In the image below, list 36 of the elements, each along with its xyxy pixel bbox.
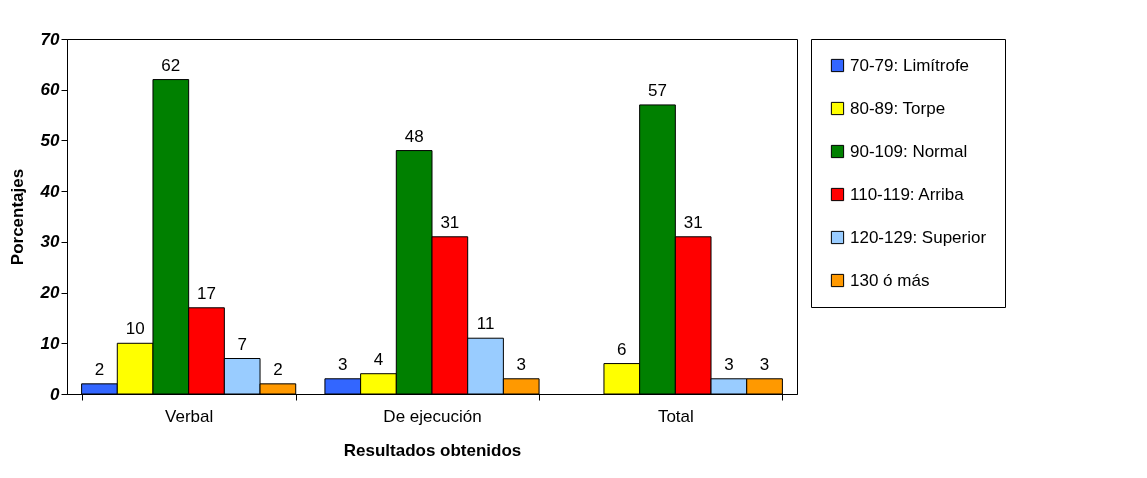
legend-label: 70-79: Limítrofe — [850, 55, 970, 75]
y-tick-label: 30 — [40, 232, 61, 252]
legend-label: 130 ó más — [850, 270, 930, 290]
data-label: 48 — [404, 126, 424, 146]
data-label: 4 — [373, 349, 384, 369]
y-tick-label: 0 — [50, 384, 61, 404]
data-label: 62 — [161, 55, 181, 75]
data-label: 31 — [440, 212, 460, 232]
data-label: 3 — [338, 354, 348, 374]
y-axis-title: Porcentajes — [7, 168, 27, 266]
y-tick-label: 60 — [40, 80, 61, 100]
data-label: 11 — [476, 314, 495, 334]
data-label: 6 — [617, 339, 627, 359]
x-tick-label: De ejecución — [383, 406, 482, 426]
x-axis-title: Resultados obtenidos — [343, 440, 522, 460]
data-label: 2 — [273, 359, 283, 379]
legend-label: 110-119: Arriba — [850, 184, 965, 204]
legend-label: 80-89: Torpe — [850, 98, 946, 118]
data-label: 3 — [724, 354, 734, 374]
y-tick-label: 70 — [40, 29, 61, 49]
x-tick-label: Verbal — [165, 406, 214, 426]
legend-label: 90-109: Normal — [850, 141, 968, 161]
x-tick-label: Total — [657, 406, 694, 426]
data-label: 10 — [125, 319, 145, 339]
data-label: 17 — [197, 283, 216, 303]
data-label: 3 — [759, 354, 770, 374]
data-label: 57 — [648, 80, 667, 100]
data-label: 3 — [516, 354, 526, 374]
y-tick-label: 10 — [40, 333, 61, 353]
y-tick-label: 40 — [39, 181, 61, 201]
legend-label: 120-129: Superior — [850, 227, 987, 247]
data-label: 7 — [237, 334, 247, 354]
data-label: 31 — [683, 212, 703, 232]
data-label: 2 — [94, 359, 105, 379]
y-tick-label: 50 — [40, 130, 61, 150]
y-tick-label: 20 — [39, 283, 61, 303]
